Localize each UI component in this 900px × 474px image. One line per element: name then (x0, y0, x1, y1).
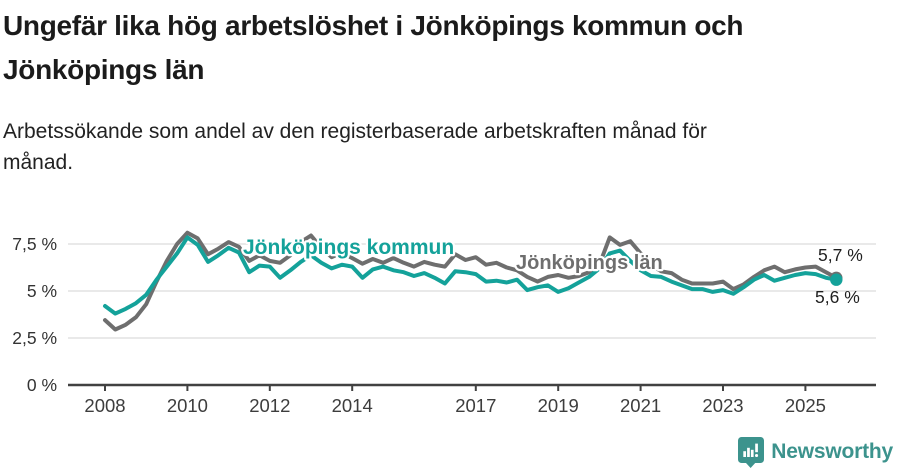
x-axis-tick-label: 2023 (702, 395, 743, 416)
end-value-label-lan: 5,7 % (818, 245, 863, 265)
y-axis-tick-label: 2,5 % (12, 328, 57, 348)
y-axis-tick-label: 5 % (27, 281, 57, 301)
series-label-kommun: Jönköpings kommun (243, 236, 454, 259)
page-title: Ungefär lika hög arbetslöshet i Jönköpin… (3, 4, 895, 92)
title-line-2: Jönköpings län (3, 54, 205, 85)
x-axis-tick-label: 2010 (167, 395, 208, 416)
title-line-1: Ungefär lika hög arbetslöshet i Jönköpin… (3, 10, 744, 41)
x-axis-tick-label: 2012 (249, 395, 290, 416)
kommun-end-dot (830, 273, 843, 286)
lan-line (103, 230, 839, 332)
chart-canvas: 0 % 2,5 % 5 % 7,5 % 2008 2010 2012 2014 2017 2019… (12, 230, 876, 416)
x-axis-tick-label: 2017 (455, 395, 496, 416)
newsworthy-brand[interactable]: Newsworthy (737, 436, 893, 468)
x-axis-tick-label: 2025 (785, 395, 826, 416)
page-subtitle: Arbetssökande som andel av den registerb… (3, 116, 895, 178)
y-axis-tick-label: 0 % (27, 375, 57, 395)
x-axis-tick-label: 2014 (332, 395, 373, 416)
line-chart: 0 % 2,5 % 5 % 7,5 % 2008 2010 2012 2014 2017 2019… (0, 200, 900, 440)
x-axis-tick-label: 2021 (620, 395, 661, 416)
subtitle-line-2: månad. (3, 151, 74, 174)
newsworthy-brand-text: Newsworthy (771, 440, 893, 463)
x-axis-tick-label: 2019 (538, 395, 579, 416)
y-axis-tick-label: 7,5 % (12, 234, 57, 254)
newsworthy-logo-icon (738, 437, 765, 468)
x-axis-tick-label: 2008 (84, 395, 125, 416)
subtitle-line-1: Arbetssökande som andel av den registerb… (3, 120, 707, 143)
kommun-line (103, 235, 839, 316)
chart-header: Ungefär lika hög arbetslöshet i Jönköpin… (3, 4, 895, 178)
end-value-label-kommun: 5,6 % (815, 287, 860, 307)
series-label-lan: Jönköpings län (516, 252, 663, 274)
